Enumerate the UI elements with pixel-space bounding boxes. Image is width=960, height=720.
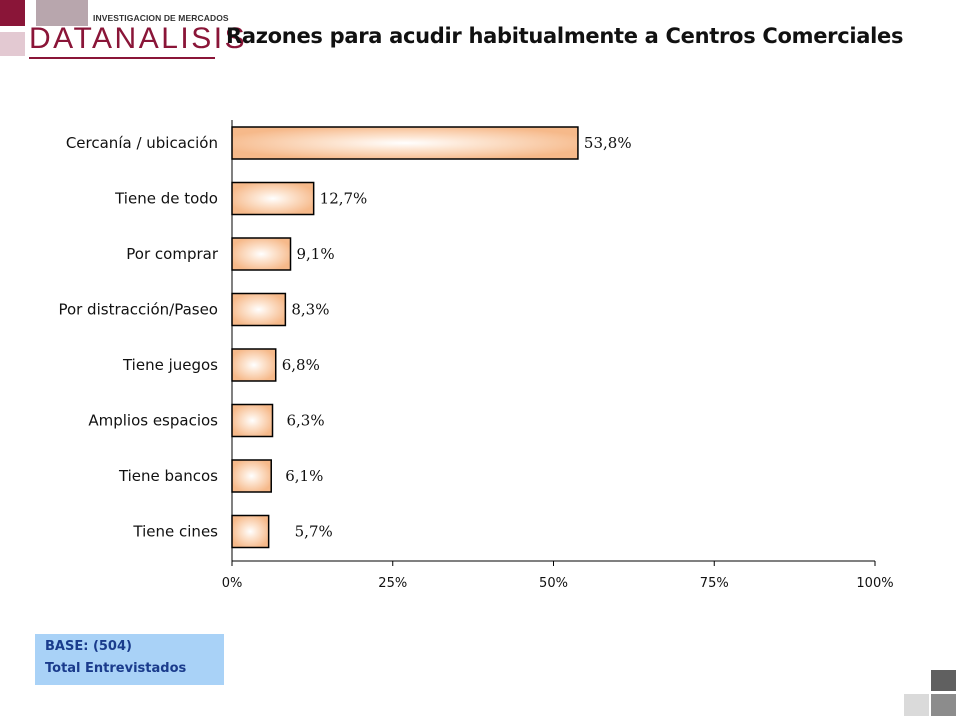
category-label: Amplios espacios (88, 412, 218, 430)
logo-underline (29, 57, 215, 59)
category-label: Por distracción/Paseo (58, 301, 218, 319)
bars-layer: Cercanía / ubicación 53,8% Tiene de todo 12… (58, 126, 632, 549)
value-label: 6,8% (282, 356, 320, 374)
x-tick-label: 75% (700, 576, 729, 591)
category-label: Tiene juegos (122, 356, 218, 374)
logo-square-gray (36, 0, 88, 26)
value-label: 8,3% (291, 301, 329, 319)
deco-square-2 (904, 694, 929, 716)
deco-square-3 (931, 694, 956, 716)
bar-0 (231, 126, 579, 160)
value-label: 9,1% (297, 245, 335, 263)
base-note-line1: BASE: (504) (45, 639, 132, 654)
category-label: Por comprar (126, 245, 219, 263)
value-label: 6,1% (285, 467, 323, 485)
datanalisis-logo: INVESTIGACION DE MERCADOS DATANALISIS (0, 0, 245, 62)
value-label: 6,3% (287, 412, 325, 430)
logo-square-dark (0, 0, 25, 26)
bar-1 (231, 181, 315, 216)
logo-square-light (0, 32, 25, 56)
value-label: 5,7% (295, 523, 333, 541)
bar-3 (231, 292, 287, 327)
deco-square-1 (931, 670, 956, 691)
bar-7 (231, 514, 270, 549)
bar-6 (231, 459, 272, 493)
category-label: Tiene bancos (118, 467, 218, 485)
x-tick-label: 100% (856, 576, 893, 591)
bar-5 (231, 403, 274, 438)
page-title: Razones para acudir habitualmente a Cent… (226, 24, 904, 48)
category-label: Cercanía / ubicación (66, 134, 218, 152)
logo-brand-name: DATANALISIS (29, 22, 248, 55)
category-label: Tiene cines (132, 523, 218, 541)
category-label: Tiene de todo (114, 190, 218, 208)
bar-4 (231, 348, 277, 382)
value-label: 12,7% (320, 190, 368, 208)
base-note: BASE: (504) Total Entrevistados (35, 634, 224, 685)
base-note-line2: Total Entrevistados (45, 661, 187, 676)
value-label: 53,8% (584, 134, 632, 152)
x-tick-label: 25% (378, 576, 407, 591)
x-tick-label: 50% (539, 576, 568, 591)
x-tick-label: 0% (222, 576, 243, 591)
logo-tagline: INVESTIGACION DE MERCADOS (93, 13, 229, 23)
x-axis: 0% 25% 50% 75% 100% (222, 120, 894, 591)
bar-2 (231, 237, 292, 271)
